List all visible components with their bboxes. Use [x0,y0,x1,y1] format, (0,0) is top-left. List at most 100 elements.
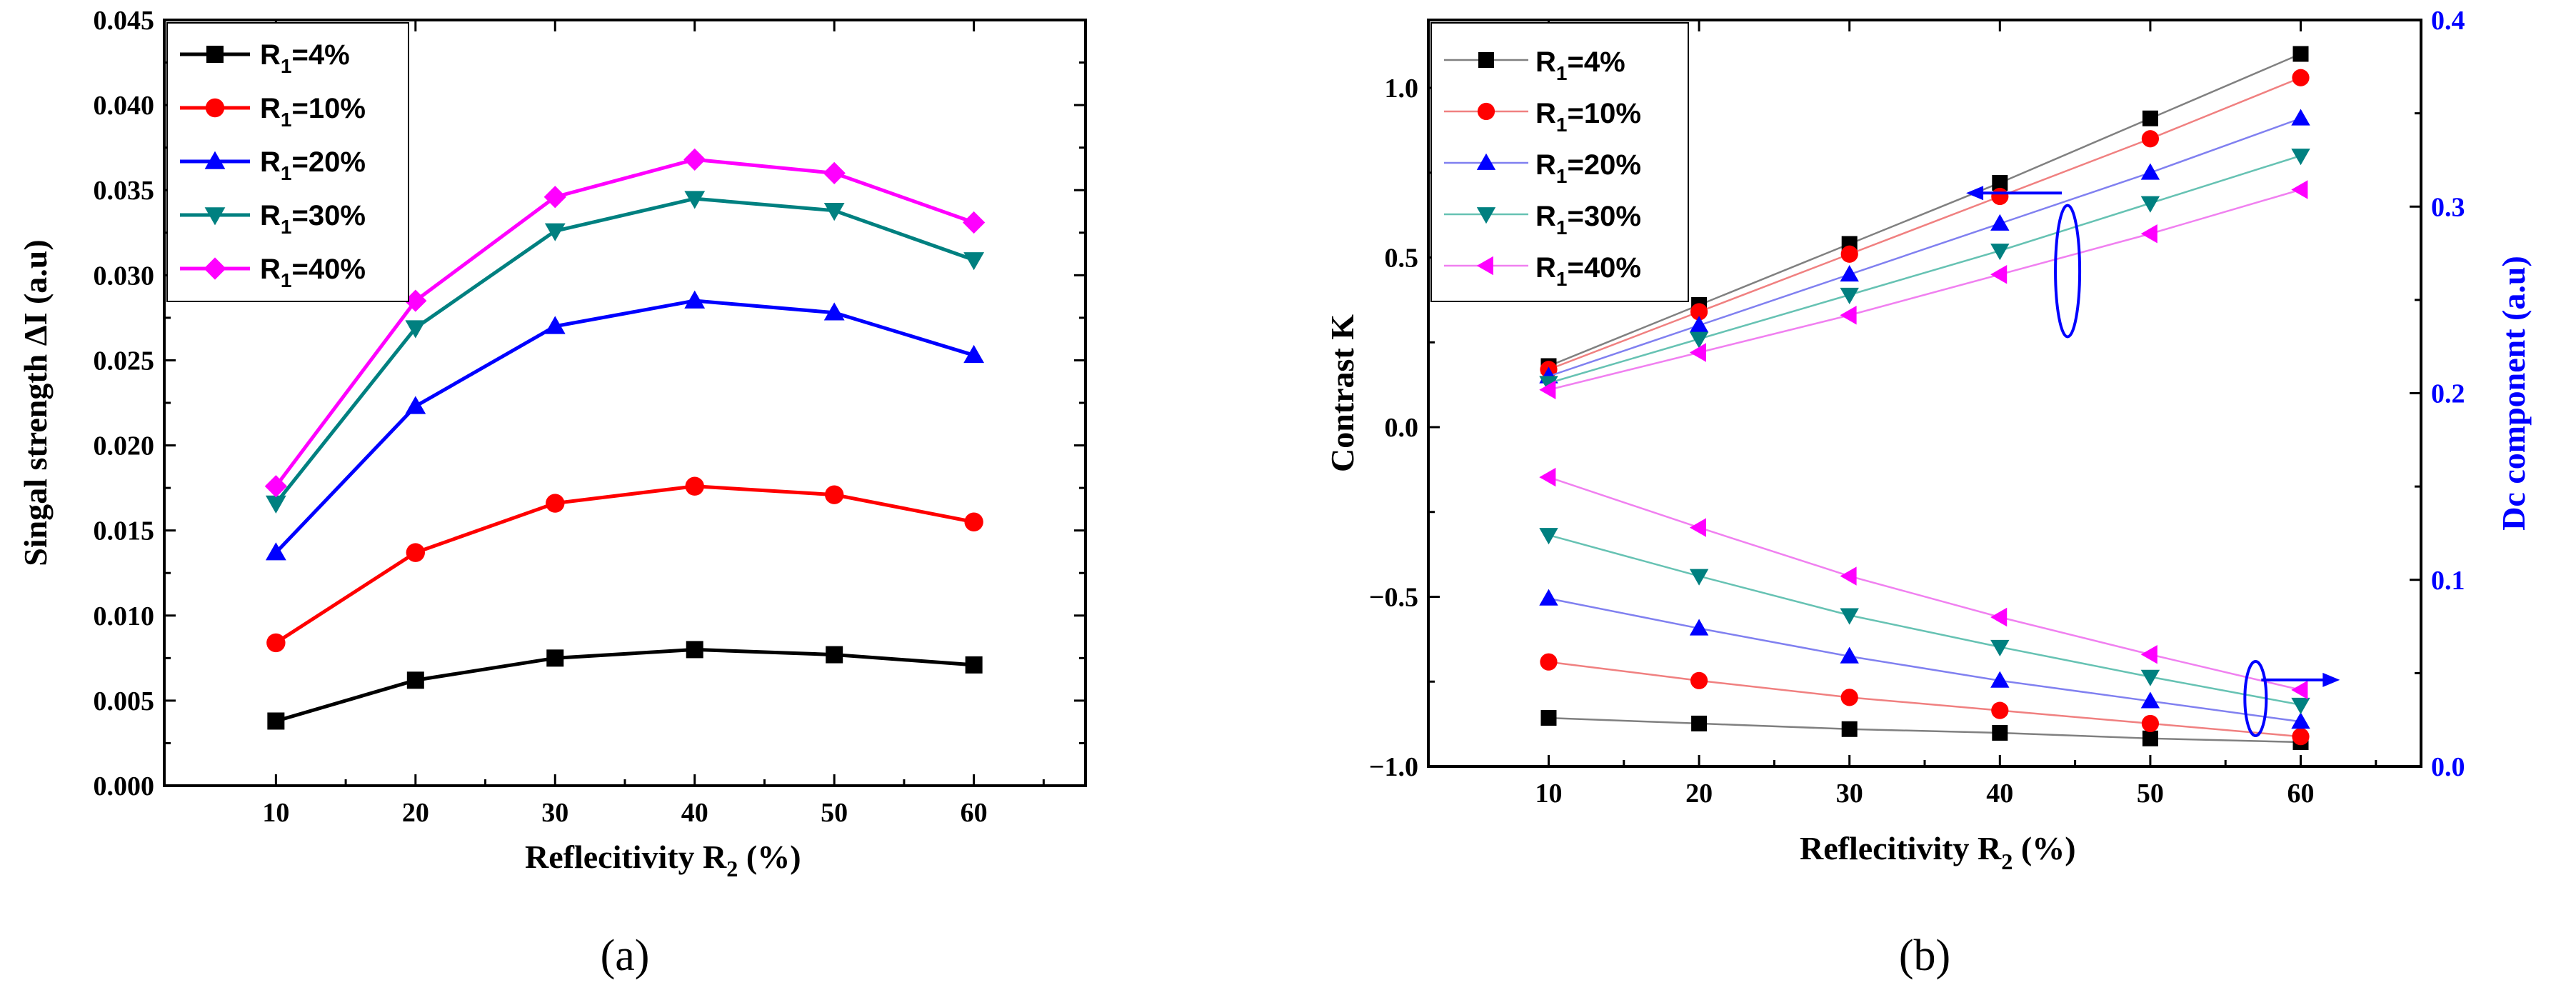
dc-data-point [1689,518,1706,537]
dc-data-point [1990,671,2010,688]
contrast-data-point [2292,69,2310,86]
dc-data-point [1840,566,1857,586]
data-point [266,633,286,653]
contrast-data-point [1990,244,2010,261]
contrast-data-point [2140,224,2157,244]
data-point [546,494,565,513]
legend-label-base: R [1535,252,1556,284]
dc-series-line [1548,661,2301,738]
legend-label-base: R [1535,98,1556,129]
contrast-series-line [1548,154,2301,384]
legend: R1=4%R1=10%R1=20%R1=30%R1=40% [1430,22,1689,302]
dc-data-point [1540,710,1557,726]
dc-series-line [1548,597,2301,723]
legend-marker [205,98,225,118]
data-point [683,148,706,171]
dc-data-point [1539,589,1558,606]
legend-label: R1=20% [1535,149,1641,187]
y-tick-label: −0.5 [1369,583,1418,613]
contrast-data-point [2291,149,2310,166]
data-point [404,289,427,312]
dc-data-point [1691,715,1708,731]
contrast-data-point [1992,175,2008,191]
x-tick-label: 50 [821,798,848,828]
y-tick-label: −1.0 [1369,752,1418,782]
legend-label-suffix: =10% [291,93,365,124]
legend-label: R1=4% [260,39,350,77]
legend-label-sub: 1 [281,269,292,291]
data-point [826,646,843,664]
legend-label-suffix: =20% [1567,149,1640,181]
legend-label-base: R [1535,149,1556,181]
dc-data-point [1840,646,1859,664]
legend-label-base: R [260,200,281,231]
y-tick-label: 1.0 [1385,74,1419,104]
data-point [265,542,286,561]
legend-label-suffix: =10% [1567,98,1640,129]
y-tick-label: 0.040 [94,91,155,121]
data-point [406,671,424,689]
x-axis-title-base: Reflecitivity R [1800,830,2002,866]
data-point [265,495,286,514]
y-tick-label: 0.035 [94,176,155,206]
legend-marker [1478,52,1494,68]
contrast-series-line [1548,76,2301,371]
legend-marker [1476,207,1496,224]
panel-a-chart: 0.000 0.005 0.010 0.015 0.020 0.025 0.030 0.035… [17,6,1087,980]
x-tick-label: 20 [1685,779,1713,809]
dc-data-point [1841,721,1858,737]
legend-label-suffix: =20% [291,146,365,178]
x-axis-title-suffix: (%) [2013,830,2075,866]
contrast-data-point [1840,306,1857,325]
series-line [275,647,974,723]
panel-b-chart: −1.0 −0.5 0.0 0.5 1.0 0.0 0.1 0.2 0.3 0.4 10 20 30 40… [1324,6,2532,980]
legend-label-suffix: =4% [1567,46,1625,78]
contrast-data-point [2291,180,2308,199]
legend-label: R1=30% [260,200,366,238]
legend: R1=4%R1=10%R1=20%R1=30%R1=40% [166,22,409,302]
legend-label-base: R [1535,201,1556,232]
data-point [405,396,426,414]
y-tick-label: 0.015 [94,516,155,546]
legend-label-suffix: =30% [291,200,365,231]
data-point [686,641,703,659]
legend-label: R1=40% [1535,252,1641,290]
x-tick-label: 10 [262,798,289,828]
contrast-data-point [2141,130,2160,148]
contrast-data-point [1991,187,2009,206]
series-line [275,484,975,644]
legend-label-base: R [260,254,281,285]
legend-label-sub: 1 [281,162,292,184]
series-line [274,299,975,554]
legend-label: R1=20% [260,146,366,184]
x-tick-label: 40 [1986,779,2013,809]
data-point [965,656,983,674]
x-axis-title: Reflecitivity R2 (%) [1800,830,2076,874]
x-tick-label: 60 [961,798,988,828]
data-point [964,512,983,531]
x-tick-label: 50 [2137,779,2164,809]
x-tick-label: 10 [1535,779,1562,809]
dc-data-point [1540,653,1558,671]
dc-data-point [2141,714,2160,733]
contrast-data-point [1840,245,1858,263]
legend-label-base: R [260,93,281,124]
dc-data-point [1840,689,1858,706]
dc-data-point [2291,712,2310,729]
right-arrow-head [2322,672,2340,687]
y2-tick-label: 0.3 [2431,192,2465,222]
data-point [963,252,985,271]
data-point [823,302,845,321]
y-tick-label: 0.020 [94,431,155,461]
dc-data-point [2291,680,2308,700]
dc-series-line [1548,716,2301,744]
legend-marker [204,257,226,280]
legend-label: R1=10% [1535,98,1641,136]
dc-data-point [1990,639,2010,656]
legend-label: R1=40% [260,254,366,291]
y-tick-label: 0.005 [94,686,155,716]
y-tick-label: 0.5 [1385,244,1419,274]
contrast-data-point [2291,109,2310,126]
y-axis-title: Singal strength ΔI (a.u) [17,239,54,566]
y2-tick-label: 0.2 [2431,379,2465,409]
